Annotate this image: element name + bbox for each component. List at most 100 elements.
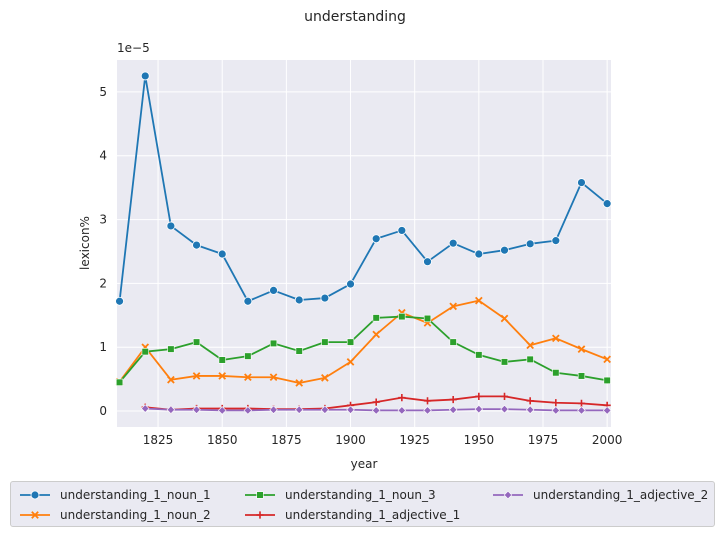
data-point: [423, 314, 432, 323]
x-tick-label: 1875: [271, 433, 302, 447]
legend-marker: [503, 490, 513, 500]
chart-title: understanding: [304, 9, 406, 25]
x-tick-label: 2000: [592, 433, 623, 447]
data-point: [475, 296, 483, 305]
data-point: [371, 234, 381, 244]
legend-marker: [256, 491, 264, 499]
x-tick-label: 1825: [143, 433, 174, 447]
data-point: [526, 397, 534, 405]
legend-label: understanding_1_noun_3: [285, 488, 436, 502]
data-point: [423, 397, 432, 405]
data-point: [603, 376, 611, 385]
data-point: [192, 405, 201, 414]
data-point: [500, 392, 509, 400]
y-tick-label: 0: [99, 404, 107, 418]
series-understanding_1_noun_3: [115, 312, 611, 386]
data-point: [192, 240, 201, 250]
data-point: [526, 355, 534, 363]
x-tick-label: 1975: [528, 433, 559, 447]
data-point: [397, 406, 407, 415]
data-point: [602, 199, 612, 209]
data-point: [166, 221, 176, 231]
data-point: [346, 358, 355, 366]
data-point: [243, 406, 253, 415]
data-point: [294, 295, 304, 305]
data-point: [500, 358, 509, 366]
data-point: [372, 314, 380, 322]
data-point: [449, 302, 458, 311]
legend-marker: [30, 490, 40, 500]
y-tick-labels: 0 1 2 3 4 5: [99, 85, 107, 418]
data-point: [346, 405, 355, 414]
data-point: [295, 379, 304, 387]
series-group: [115, 71, 612, 415]
data-point: [346, 279, 355, 289]
data-point: [321, 338, 329, 346]
legend-swatch: [493, 490, 523, 500]
data-point: [397, 226, 407, 235]
data-point: [269, 373, 278, 382]
data-point: [244, 352, 252, 360]
data-point: [551, 406, 561, 415]
x-tick-label: 1900: [335, 433, 366, 447]
data-point: [500, 245, 509, 255]
data-point: [526, 341, 535, 350]
data-point: [500, 404, 509, 414]
data-point: [474, 249, 484, 259]
data-point: [551, 334, 560, 343]
data-point: [166, 405, 176, 414]
data-point: [552, 369, 560, 377]
data-point: [346, 338, 355, 346]
legend-label: understanding_1_noun_1: [60, 488, 211, 502]
data-point: [398, 312, 406, 321]
series-line: [118, 315, 608, 383]
data-point: [423, 406, 432, 415]
data-point: [475, 392, 483, 400]
data-point: [269, 405, 278, 414]
data-point: [525, 239, 535, 249]
legend: understanding_1_noun_1 understanding_1_no…: [10, 481, 715, 527]
data-point: [525, 405, 535, 414]
data-point: [577, 399, 586, 407]
legend-swatch: [245, 511, 275, 519]
data-point: [320, 405, 330, 414]
data-point: [244, 373, 252, 382]
data-point: [500, 314, 509, 323]
data-point: [321, 374, 329, 382]
data-point: [140, 71, 150, 81]
x-tick-label: 1925: [399, 433, 430, 447]
legend-swatch: [20, 511, 50, 519]
data-point: [398, 394, 406, 402]
data-point: [602, 406, 612, 415]
data-point: [577, 345, 586, 353]
data-point: [192, 338, 201, 346]
y-tick-label: 1: [99, 340, 107, 354]
data-point: [295, 347, 303, 355]
data-point: [141, 348, 149, 356]
data-point: [218, 356, 226, 364]
data-point: [217, 406, 227, 415]
data-point: [320, 293, 330, 303]
series-understanding_1_noun_1: [115, 71, 612, 306]
y-multiplier-label: 1e−5: [117, 41, 150, 55]
legend-label: understanding_1_noun_2: [60, 508, 211, 522]
data-point: [603, 355, 611, 364]
data-point: [449, 338, 457, 346]
data-point: [577, 178, 586, 187]
legend-label: understanding_1_adjective_2: [533, 488, 709, 502]
legend-marker: [31, 511, 39, 519]
data-point: [269, 286, 278, 295]
series-line: [118, 75, 608, 303]
y-tick-label: 5: [99, 85, 107, 99]
data-point: [167, 345, 175, 353]
data-point: [372, 330, 381, 339]
data-point: [167, 375, 175, 384]
data-point: [192, 372, 201, 380]
x-tick-label: 1850: [207, 433, 238, 447]
legend-item: understanding_1_adjective_2: [491, 485, 708, 505]
y-tick-label: 2: [99, 276, 107, 290]
series-understanding_1_adjective_2: [141, 404, 612, 415]
y-axis-label: lexicon%: [78, 216, 92, 270]
data-point: [269, 339, 278, 347]
legend-item: understanding_1_noun_2: [18, 505, 211, 525]
